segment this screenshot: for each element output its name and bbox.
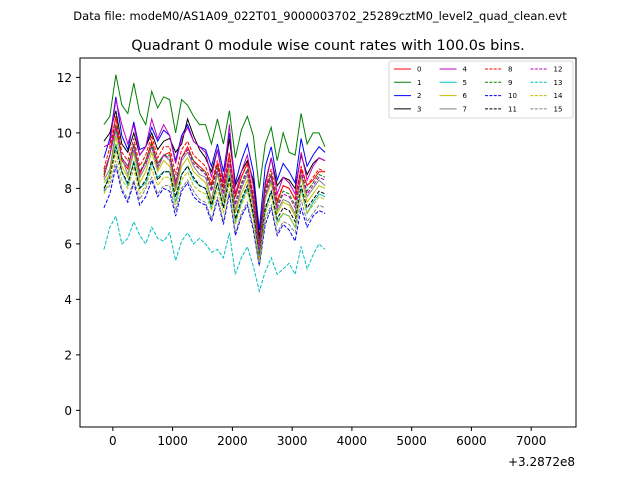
series-line-10 <box>103 166 326 267</box>
legend-label-0: 0 <box>417 66 421 74</box>
series-line-6 <box>103 135 326 256</box>
series-line-11 <box>103 146 326 258</box>
x-tick-label: 1000 <box>157 434 188 448</box>
legend-label-6: 6 <box>463 92 468 100</box>
legend-label-11: 11 <box>508 105 517 113</box>
legend-label-4: 4 <box>463 66 468 74</box>
x-tick-label: 2000 <box>217 434 248 448</box>
legend-label-3: 3 <box>417 105 421 113</box>
y-tick-label: 2 <box>64 348 72 362</box>
series-line-4 <box>103 99 326 247</box>
chart-title: Quadrant 0 module wise count rates with … <box>131 38 525 54</box>
legend-label-2: 2 <box>417 92 421 100</box>
series-layer <box>103 74 326 293</box>
series-line-13 <box>103 214 326 293</box>
series-line-7 <box>103 130 326 253</box>
y-tick-label: 10 <box>57 126 72 140</box>
y-tick-label: 6 <box>64 237 72 251</box>
legend-label-10: 10 <box>508 92 517 100</box>
y-tick-label: 8 <box>64 182 72 196</box>
y-tick-label: 12 <box>57 71 72 85</box>
series-line-2 <box>103 96 326 231</box>
legend-label-1: 1 <box>417 79 421 87</box>
data-file-header: Data file: modeM0/AS1A09_022T01_90000037… <box>73 9 567 23</box>
x-tick-label: 6000 <box>456 434 487 448</box>
x-tick-label: 5000 <box>396 434 427 448</box>
legend-box <box>388 60 574 119</box>
series-line-15 <box>103 160 326 267</box>
legend-label-9: 9 <box>508 79 512 87</box>
x-tick-label: 0 <box>109 434 117 448</box>
series-line-12 <box>103 127 326 250</box>
x-tick-label: 7000 <box>516 434 547 448</box>
plot-frame <box>79 57 577 428</box>
series-line-8 <box>103 116 326 244</box>
legend-label-12: 12 <box>554 66 563 74</box>
legend-label-13: 13 <box>554 79 563 87</box>
x-offset-label: +3.2872e8 <box>508 455 575 469</box>
x-tick-label: 4000 <box>337 434 368 448</box>
y-tick-label: 4 <box>64 293 72 307</box>
legend-label-14: 14 <box>554 92 563 100</box>
series-line-1 <box>103 74 326 189</box>
series-line-14 <box>103 152 326 261</box>
legend-label-5: 5 <box>463 79 467 87</box>
legend-label-7: 7 <box>463 105 467 113</box>
legend-label-8: 8 <box>508 66 512 74</box>
y-tick-label: 0 <box>64 404 72 418</box>
x-tick-label: 3000 <box>277 434 308 448</box>
legend-label-15: 15 <box>554 105 563 113</box>
